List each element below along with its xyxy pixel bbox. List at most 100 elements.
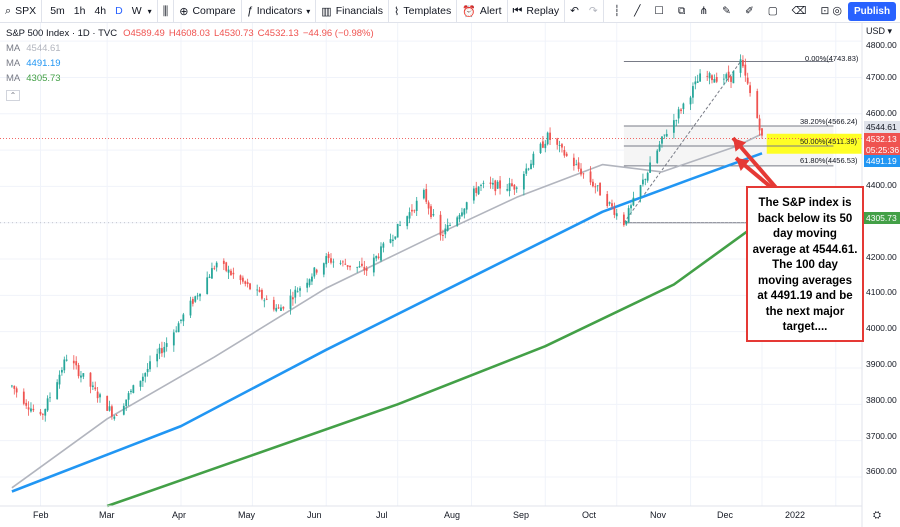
candle-body — [82, 373, 85, 377]
templates-button[interactable]: ⌇ Templates — [387, 0, 456, 23]
legend-ma-50[interactable]: MA 4544.61 — [6, 41, 374, 56]
candle-body — [165, 343, 168, 347]
eraser-icon[interactable]: ⌫ — [791, 5, 807, 17]
candle-body — [692, 86, 694, 98]
candle-body — [411, 209, 413, 212]
timeframe-d[interactable]: D — [115, 5, 123, 17]
candle-body — [444, 228, 447, 235]
financials-button[interactable]: ▥ Financials — [315, 0, 388, 23]
legend-ma-100[interactable]: MA 4491.19 — [6, 56, 374, 71]
candle-body — [642, 179, 644, 185]
candle-body — [375, 256, 378, 259]
candle-body — [546, 132, 549, 145]
candle-body — [513, 184, 516, 190]
candle-body — [580, 168, 582, 175]
currency-selector[interactable]: USD ▾ — [866, 26, 893, 36]
candle-body — [225, 262, 228, 271]
candle-body — [322, 263, 325, 275]
candle-body — [632, 197, 635, 206]
timeframe-4h[interactable]: 4h — [94, 5, 107, 17]
layout-icon[interactable]: ⊡ — [820, 5, 830, 17]
pen-icon[interactable]: ✐ — [744, 5, 754, 17]
candle-body — [372, 257, 375, 273]
candle-body — [111, 406, 113, 417]
candle-body — [311, 276, 313, 282]
candle-body — [549, 132, 551, 140]
candle-body — [732, 71, 735, 84]
undo-icon[interactable]: ↶ — [570, 5, 579, 17]
candle-body — [596, 185, 599, 187]
candle-body — [449, 225, 451, 226]
fib-trend-line — [623, 61, 741, 224]
indicators-button[interactable]: ƒ Indicators ▾ — [240, 0, 316, 23]
candle-body — [622, 214, 625, 226]
candle-body — [265, 298, 268, 300]
candle-body — [244, 281, 247, 284]
gear-icon[interactable]: ⛭ — [873, 510, 881, 521]
candle-body — [13, 385, 16, 389]
timeframe-1h[interactable]: 1h — [73, 5, 86, 17]
cursor-icon[interactable]: ┆ — [613, 5, 621, 17]
top-toolbar: ⌕ SPX 5m 1h 4h D W ▾ ⫼ ⊕ Compare ƒ Indic… — [0, 0, 900, 23]
frame-icon[interactable]: ▢ — [767, 5, 778, 17]
alert-button[interactable]: ⏰ Alert — [456, 0, 506, 23]
legend-collapse-button[interactable]: ⌃ — [6, 90, 20, 101]
note-icon[interactable]: ☐ — [654, 5, 664, 17]
candle-body — [365, 268, 368, 271]
candle-body — [472, 188, 475, 201]
candle-body — [611, 203, 613, 207]
candle-body — [172, 332, 175, 346]
fib-label-0: 0.00%(4743.83) — [805, 54, 859, 63]
ohlc-low: L4530.73 — [214, 28, 254, 39]
candle-body — [589, 171, 592, 183]
timeframe-5m[interactable]: 5m — [50, 5, 65, 17]
candle-body — [189, 300, 192, 316]
candle-body — [432, 214, 435, 216]
chevron-down-icon[interactable]: ▾ — [147, 6, 152, 16]
timeframe-w[interactable]: W — [131, 5, 142, 17]
time-tick: Feb — [33, 510, 49, 520]
symbol-search[interactable]: ⌕ SPX — [0, 0, 41, 23]
candle-body — [682, 103, 685, 110]
candle-body — [130, 390, 132, 393]
pitchfork-icon[interactable]: ⋔ — [699, 5, 709, 17]
compare-label: Compare — [192, 5, 236, 17]
candle-body — [146, 369, 149, 373]
ohlc-change: −44.96 (−0.98%) — [302, 28, 374, 39]
candles — [11, 54, 763, 422]
candle-body — [125, 399, 128, 407]
redo-icon[interactable]: ↷ — [588, 5, 598, 17]
candle-body — [213, 267, 216, 269]
measure-icon[interactable]: ⧉ — [677, 4, 686, 17]
chart-type-button[interactable]: ⫼ — [156, 0, 174, 23]
price-tick: 4700.00 — [866, 72, 897, 82]
candle-body — [377, 256, 380, 258]
price-tick: 4100.00 — [866, 287, 897, 297]
publish-button[interactable]: Publish — [848, 2, 896, 21]
candle-body — [389, 239, 392, 243]
publish-label: Publish — [853, 6, 891, 17]
legend-ma-200[interactable]: MA 4305.73 — [6, 71, 374, 86]
candle-body — [663, 134, 666, 136]
candle-body — [156, 353, 159, 362]
candle-body — [613, 207, 616, 215]
compare-button[interactable]: ⊕ Compare — [173, 0, 240, 23]
camera-icon[interactable]: ◎ — [832, 5, 842, 17]
candle-body — [408, 212, 411, 219]
replay-button[interactable]: ⏮ Replay — [506, 0, 565, 23]
candle-body — [730, 76, 732, 82]
trend-line-icon[interactable]: ╱ — [634, 5, 641, 17]
candle-body — [496, 181, 499, 189]
financials-label: Financials — [335, 5, 383, 17]
brush-icon[interactable]: ✎ — [722, 5, 731, 17]
candle-body — [708, 73, 711, 79]
candle-body — [525, 168, 528, 174]
candle-body — [72, 360, 75, 364]
candle-body — [256, 289, 259, 291]
ma50-price-label: 4544.61 — [864, 121, 900, 133]
candle-body — [341, 261, 344, 263]
candle-body — [594, 186, 597, 188]
price-tick: 4600.00 — [866, 108, 897, 118]
candle-body — [46, 398, 49, 411]
